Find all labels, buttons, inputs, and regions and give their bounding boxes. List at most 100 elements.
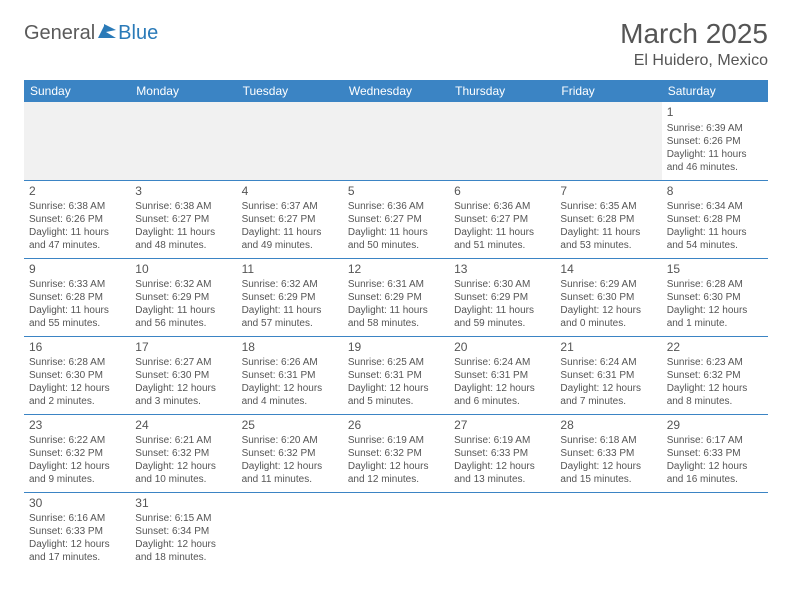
calendar-cell: 28Sunrise: 6:18 AMSunset: 6:33 PMDayligh… bbox=[555, 414, 661, 492]
sunset-text: Sunset: 6:29 PM bbox=[135, 291, 231, 304]
sunset-text: Sunset: 6:32 PM bbox=[29, 447, 125, 460]
calendar-cell: 6Sunrise: 6:36 AMSunset: 6:27 PMDaylight… bbox=[449, 180, 555, 258]
calendar-cell bbox=[343, 102, 449, 180]
calendar-cell bbox=[237, 102, 343, 180]
day-number: 23 bbox=[29, 418, 125, 434]
sunrise-text: Sunrise: 6:25 AM bbox=[348, 356, 444, 369]
daylight-text: and 8 minutes. bbox=[667, 395, 763, 408]
daylight-text: Daylight: 12 hours bbox=[667, 460, 763, 473]
calendar-cell: 11Sunrise: 6:32 AMSunset: 6:29 PMDayligh… bbox=[237, 258, 343, 336]
day-number: 3 bbox=[135, 184, 231, 200]
calendar-cell: 8Sunrise: 6:34 AMSunset: 6:28 PMDaylight… bbox=[662, 180, 768, 258]
day-number: 11 bbox=[242, 262, 338, 278]
calendar-row: 1Sunrise: 6:39 AMSunset: 6:26 PMDaylight… bbox=[24, 102, 768, 180]
daylight-text: and 1 minute. bbox=[667, 317, 763, 330]
calendar-cell: 25Sunrise: 6:20 AMSunset: 6:32 PMDayligh… bbox=[237, 414, 343, 492]
day-number: 1 bbox=[667, 105, 763, 121]
daylight-text: Daylight: 11 hours bbox=[348, 304, 444, 317]
calendar-cell bbox=[662, 492, 768, 570]
calendar-cell: 5Sunrise: 6:36 AMSunset: 6:27 PMDaylight… bbox=[343, 180, 449, 258]
sunrise-text: Sunrise: 6:32 AM bbox=[135, 278, 231, 291]
daylight-text: and 50 minutes. bbox=[348, 239, 444, 252]
day-number: 8 bbox=[667, 184, 763, 200]
daylight-text: and 6 minutes. bbox=[454, 395, 550, 408]
sunset-text: Sunset: 6:30 PM bbox=[29, 369, 125, 382]
weekday-header-row: Sunday Monday Tuesday Wednesday Thursday… bbox=[24, 80, 768, 102]
sunset-text: Sunset: 6:31 PM bbox=[348, 369, 444, 382]
day-number: 4 bbox=[242, 184, 338, 200]
calendar-cell: 15Sunrise: 6:28 AMSunset: 6:30 PMDayligh… bbox=[662, 258, 768, 336]
sunset-text: Sunset: 6:30 PM bbox=[135, 369, 231, 382]
sunset-text: Sunset: 6:33 PM bbox=[560, 447, 656, 460]
calendar-cell: 29Sunrise: 6:17 AMSunset: 6:33 PMDayligh… bbox=[662, 414, 768, 492]
day-number: 5 bbox=[348, 184, 444, 200]
daylight-text: Daylight: 12 hours bbox=[667, 382, 763, 395]
daylight-text: Daylight: 11 hours bbox=[242, 226, 338, 239]
sunset-text: Sunset: 6:27 PM bbox=[348, 213, 444, 226]
daylight-text: Daylight: 12 hours bbox=[29, 382, 125, 395]
daylight-text: and 4 minutes. bbox=[242, 395, 338, 408]
sunset-text: Sunset: 6:29 PM bbox=[454, 291, 550, 304]
sunrise-text: Sunrise: 6:34 AM bbox=[667, 200, 763, 213]
daylight-text: and 5 minutes. bbox=[348, 395, 444, 408]
weekday-header: Thursday bbox=[449, 80, 555, 102]
daylight-text: Daylight: 12 hours bbox=[348, 460, 444, 473]
day-number: 17 bbox=[135, 340, 231, 356]
day-number: 13 bbox=[454, 262, 550, 278]
sunrise-text: Sunrise: 6:28 AM bbox=[29, 356, 125, 369]
sunrise-text: Sunrise: 6:33 AM bbox=[29, 278, 125, 291]
daylight-text: and 54 minutes. bbox=[667, 239, 763, 252]
calendar-row: 30Sunrise: 6:16 AMSunset: 6:33 PMDayligh… bbox=[24, 492, 768, 570]
calendar-cell bbox=[24, 102, 130, 180]
daylight-text: and 3 minutes. bbox=[135, 395, 231, 408]
calendar-cell: 16Sunrise: 6:28 AMSunset: 6:30 PMDayligh… bbox=[24, 336, 130, 414]
calendar-row: 23Sunrise: 6:22 AMSunset: 6:32 PMDayligh… bbox=[24, 414, 768, 492]
day-number: 7 bbox=[560, 184, 656, 200]
daylight-text: Daylight: 12 hours bbox=[242, 382, 338, 395]
day-number: 6 bbox=[454, 184, 550, 200]
daylight-text: Daylight: 12 hours bbox=[29, 538, 125, 551]
daylight-text: Daylight: 12 hours bbox=[560, 460, 656, 473]
day-number: 9 bbox=[29, 262, 125, 278]
daylight-text: and 15 minutes. bbox=[560, 473, 656, 486]
weekday-header: Tuesday bbox=[237, 80, 343, 102]
month-title: March 2025 bbox=[620, 18, 768, 50]
calendar-cell: 12Sunrise: 6:31 AMSunset: 6:29 PMDayligh… bbox=[343, 258, 449, 336]
day-number: 20 bbox=[454, 340, 550, 356]
daylight-text: and 18 minutes. bbox=[135, 551, 231, 564]
daylight-text: Daylight: 11 hours bbox=[135, 304, 231, 317]
daylight-text: and 16 minutes. bbox=[667, 473, 763, 486]
sunset-text: Sunset: 6:33 PM bbox=[667, 447, 763, 460]
daylight-text: Daylight: 11 hours bbox=[348, 226, 444, 239]
sunrise-text: Sunrise: 6:35 AM bbox=[560, 200, 656, 213]
sunrise-text: Sunrise: 6:28 AM bbox=[667, 278, 763, 291]
sunrise-text: Sunrise: 6:29 AM bbox=[560, 278, 656, 291]
calendar-row: 16Sunrise: 6:28 AMSunset: 6:30 PMDayligh… bbox=[24, 336, 768, 414]
sunrise-text: Sunrise: 6:38 AM bbox=[135, 200, 231, 213]
calendar-cell: 21Sunrise: 6:24 AMSunset: 6:31 PMDayligh… bbox=[555, 336, 661, 414]
calendar-cell bbox=[237, 492, 343, 570]
sunset-text: Sunset: 6:27 PM bbox=[454, 213, 550, 226]
sunrise-text: Sunrise: 6:19 AM bbox=[348, 434, 444, 447]
sunrise-text: Sunrise: 6:36 AM bbox=[348, 200, 444, 213]
sunset-text: Sunset: 6:32 PM bbox=[135, 447, 231, 460]
daylight-text: and 49 minutes. bbox=[242, 239, 338, 252]
sunset-text: Sunset: 6:34 PM bbox=[135, 525, 231, 538]
calendar-cell bbox=[343, 492, 449, 570]
daylight-text: and 9 minutes. bbox=[29, 473, 125, 486]
sunset-text: Sunset: 6:29 PM bbox=[348, 291, 444, 304]
daylight-text: and 58 minutes. bbox=[348, 317, 444, 330]
sunrise-text: Sunrise: 6:39 AM bbox=[667, 122, 763, 135]
daylight-text: and 57 minutes. bbox=[242, 317, 338, 330]
sunrise-text: Sunrise: 6:26 AM bbox=[242, 356, 338, 369]
sunrise-text: Sunrise: 6:31 AM bbox=[348, 278, 444, 291]
daylight-text: and 51 minutes. bbox=[454, 239, 550, 252]
daylight-text: and 11 minutes. bbox=[242, 473, 338, 486]
sunset-text: Sunset: 6:33 PM bbox=[454, 447, 550, 460]
daylight-text: Daylight: 12 hours bbox=[348, 382, 444, 395]
header: General Blue March 2025 El Huidero, Mexi… bbox=[24, 18, 768, 70]
daylight-text: Daylight: 11 hours bbox=[454, 304, 550, 317]
calendar-cell: 3Sunrise: 6:38 AMSunset: 6:27 PMDaylight… bbox=[130, 180, 236, 258]
location: El Huidero, Mexico bbox=[620, 52, 768, 70]
sunset-text: Sunset: 6:27 PM bbox=[242, 213, 338, 226]
